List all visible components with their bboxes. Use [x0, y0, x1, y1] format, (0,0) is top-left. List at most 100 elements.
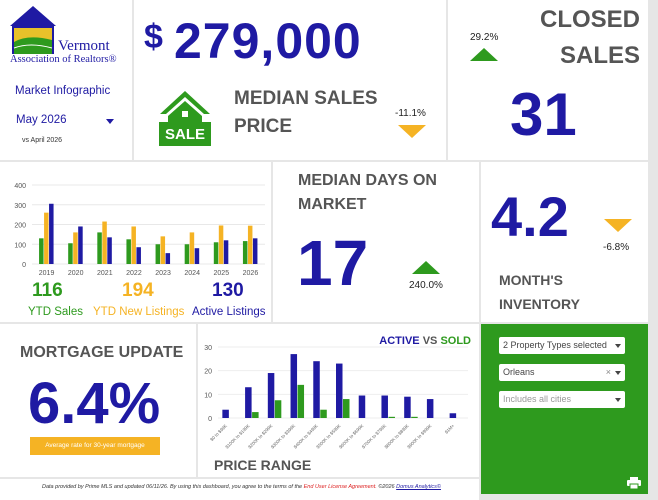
bar-active [336, 363, 343, 418]
dom-label-1: MEDIAN DAYS ON [298, 172, 437, 189]
bar-active-listings [107, 237, 112, 264]
property-types-select[interactable]: 2 Property Types selected [499, 337, 625, 354]
bar-ytd-new-listings [160, 236, 166, 264]
inventory-value: 4.2 [491, 185, 569, 248]
dom-change: 240.0% [409, 280, 443, 291]
bar-sold [297, 384, 305, 418]
bar-ytd-sales [68, 243, 73, 264]
down-arrow-icon [604, 219, 632, 232]
ytd-new-listings-value: 194 [122, 280, 154, 301]
bar-ytd-sales [213, 242, 219, 264]
median-price-label-1: MEDIAN SALES [234, 88, 378, 109]
bar-active-listings [252, 238, 258, 264]
price-range-tile: ACTIVE VS SOLD 30 20 10 0 $0 to $99K $100K to… [198, 324, 479, 477]
bar-active-listings [136, 247, 141, 264]
bar-active-listings [223, 240, 229, 264]
up-arrow-icon [412, 261, 440, 274]
chevron-down-icon [615, 344, 621, 348]
dom-value: 17 [297, 227, 369, 299]
y-tick-label: 0 [208, 416, 212, 423]
bar-ytd-sales [155, 244, 161, 264]
print-icon[interactable] [627, 476, 641, 490]
filter-panel: 2 Property Types selected Orleans × Incl… [481, 324, 648, 494]
mortgage-title: MORTGAGE UPDATE [20, 344, 184, 361]
header-tile: Vermont Association of Realtors® Market … [0, 0, 132, 160]
closed-sales-label-2: SALES [559, 42, 640, 69]
price-range-title: PRICE RANGE [214, 457, 312, 473]
chevron-down-icon [615, 371, 621, 375]
x-tick-label: 2023 [155, 270, 171, 277]
footer-text-b: ©2026 [376, 484, 397, 490]
x-tick-label: 2021 [97, 270, 113, 277]
x-tick-label: $1M+ [444, 423, 456, 435]
bar-sold [411, 416, 418, 418]
ytd-sales-value: 116 [32, 280, 63, 301]
chevron-down-icon [106, 119, 114, 124]
vermont-logo-icon [8, 4, 58, 56]
eula-link[interactable]: End User License Agreement. [303, 484, 377, 490]
inventory-change: -6.8% [603, 242, 630, 253]
bar-sold [388, 416, 395, 418]
cities-select[interactable]: Includes all cities [499, 391, 625, 408]
median-price-change: -11.1% [395, 108, 426, 119]
clear-icon[interactable]: × [605, 367, 611, 377]
bar-ytd-sales [242, 241, 248, 264]
bar-sold [274, 400, 282, 418]
mortgage-rate: 6.4% [28, 371, 161, 436]
bar-ytd-sales [97, 232, 102, 264]
legend-vs: VS [422, 335, 438, 347]
closed-sales-tile: 29.2% CLOSED SALES 31 [448, 0, 648, 160]
chevron-down-icon [615, 398, 621, 402]
x-tick-label: 2024 [184, 270, 200, 277]
closed-sales-change: 29.2% [470, 32, 499, 43]
market-infographic-label: Market Infographic [15, 85, 111, 97]
domus-link[interactable]: Domus Analytics© [396, 484, 441, 490]
month-select[interactable]: May 2026 [16, 110, 120, 130]
price-range-legend: ACTIVE VS SOLD [379, 335, 471, 347]
bar-ytd-new-listings [44, 212, 49, 264]
median-price-value: 279,000 [174, 13, 362, 69]
down-arrow-icon [398, 125, 426, 138]
mortgage-tile: MORTGAGE UPDATE 6.4% Average rate for 30… [0, 324, 196, 477]
days-on-market-tile: MEDIAN DAYS ON MARKET 17 240.0% [273, 162, 479, 322]
footer-text: Data provided by Prime MLS and updated 0… [42, 484, 441, 490]
legend-active: ACTIVE [379, 335, 420, 347]
cities-value: Includes all cities [503, 394, 572, 404]
county-select[interactable]: Orleans × [499, 364, 625, 381]
bar-ytd-sales [39, 238, 44, 264]
y-tick-label: 200 [14, 223, 26, 230]
logo-subtitle: Association of Realtors® [10, 54, 117, 65]
currency-symbol: $ [144, 18, 163, 56]
county-value: Orleans [503, 367, 535, 377]
mortgage-caption: Average rate for 30-year mortgage [30, 437, 160, 455]
bar-ytd-sales [184, 244, 190, 264]
inventory-label-2: INVENTORY [499, 296, 580, 312]
sale-sign-text: SALE [164, 126, 205, 143]
bar-active-listings [49, 203, 54, 264]
inventory-tile: 4.2 -6.8% MONTH'S INVENTORY [481, 162, 648, 322]
bar-ytd-new-listings [218, 225, 224, 264]
bar-sold [343, 399, 350, 418]
y-tick-label: 300 [14, 203, 26, 210]
ytd-new-listings-label: YTD New Listings [93, 306, 185, 318]
bar-ytd-new-listings [247, 225, 253, 264]
bar-active [267, 373, 275, 418]
bar-ytd-sales [126, 239, 131, 264]
bar-active-listings [194, 248, 200, 264]
bar-sold [320, 409, 327, 418]
y-tick-label: 30 [204, 345, 212, 352]
property-types-value: 2 Property Types selected [503, 340, 607, 350]
sale-house-icon: SALE [156, 88, 214, 148]
ytd-sales-label: YTD Sales [28, 306, 83, 318]
median-price-label-2: PRICE [234, 116, 293, 137]
bar-ytd-new-listings [102, 221, 107, 264]
bar-active-listings [165, 253, 171, 264]
logo-title: Vermont [58, 38, 110, 54]
bar-ytd-new-listings [73, 232, 78, 264]
y-tick-label: 400 [14, 183, 26, 190]
bar-active [245, 387, 252, 418]
footer-text-a: Data provided by Prime MLS and updated 0… [42, 484, 304, 490]
x-tick-label: $0 to $99K [209, 423, 228, 442]
month-select-value: May 2026 [16, 114, 67, 126]
